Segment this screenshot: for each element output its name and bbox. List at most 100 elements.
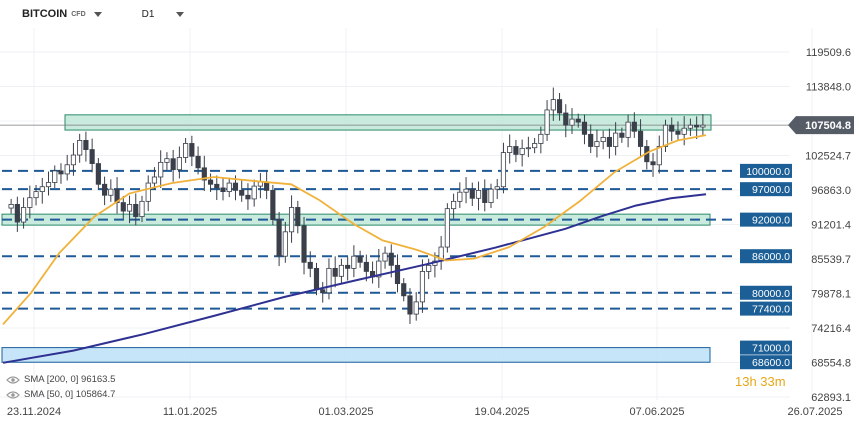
candle-body xyxy=(295,207,301,227)
candle-body xyxy=(401,283,407,297)
candle-body xyxy=(39,186,45,193)
candle-body xyxy=(45,182,52,188)
candle-body xyxy=(569,118,575,126)
sma50-line xyxy=(2,134,707,325)
candle-body xyxy=(345,264,351,269)
candle-body xyxy=(108,188,114,196)
candle-body xyxy=(519,147,525,155)
candle-body xyxy=(619,132,625,138)
candle-body xyxy=(451,200,457,210)
candle-body xyxy=(532,143,538,149)
candle-body xyxy=(8,203,14,209)
candle-body xyxy=(201,167,207,181)
candle-body xyxy=(413,301,419,315)
y-tick-label: 91201.4 xyxy=(811,219,851,231)
y-tick-label: 119509.6 xyxy=(806,47,851,59)
candle-body xyxy=(544,109,550,135)
candle-body xyxy=(525,147,531,150)
x-tick-label: 07.06.2025 xyxy=(629,406,684,418)
current-price-tag xyxy=(788,116,854,135)
candle-body xyxy=(376,260,382,278)
y-tick-label: 79878.1 xyxy=(811,288,851,300)
level-tag-label: 71000.0 xyxy=(752,343,790,355)
level-tag-label: 77400.0 xyxy=(752,304,790,316)
eye-icon[interactable] xyxy=(6,375,20,385)
candle-body xyxy=(388,252,394,266)
x-tick-label: 01.03.2025 xyxy=(318,406,373,418)
symbol-name[interactable]: BITCOIN xyxy=(22,8,68,20)
level-tag-label: 92000.0 xyxy=(752,215,790,227)
candle-body xyxy=(700,124,706,128)
candle-body xyxy=(363,261,369,272)
candle-body xyxy=(419,271,426,303)
current-price-label: 107504.8 xyxy=(805,120,851,132)
candle-body xyxy=(226,182,232,193)
legend-sma50-label: SMA [50, 0] 105864.7 xyxy=(24,389,116,400)
level-tag xyxy=(740,212,792,227)
candle-body xyxy=(550,99,556,111)
candle-body xyxy=(183,143,189,158)
timeframe-selector[interactable]: D1 xyxy=(141,8,155,20)
symbol-dropdown-icon[interactable] xyxy=(93,11,102,17)
y-tick-label: 74216.4 xyxy=(811,323,851,335)
x-tick-label: 19.04.2025 xyxy=(474,406,529,418)
candle-body xyxy=(313,267,320,291)
candle-body xyxy=(407,295,413,315)
y-tick-label: 62893.1 xyxy=(811,392,851,404)
candle-body xyxy=(351,255,357,269)
sma200-line xyxy=(2,193,707,364)
candle-body xyxy=(158,161,164,178)
legend-sma200[interactable]: SMA [200, 0] 96163.5 xyxy=(6,374,115,385)
candle-body xyxy=(581,121,588,135)
level-tag-label: 86000.0 xyxy=(752,251,790,263)
candle-body xyxy=(469,188,475,199)
candle-body xyxy=(650,161,656,166)
x-tick-label: 11.01.2025 xyxy=(163,406,217,418)
candle-body xyxy=(58,170,64,175)
y-tick-label: 85539.7 xyxy=(811,254,851,266)
candle-body xyxy=(426,264,432,272)
candle-body xyxy=(282,231,288,257)
chart-toolbar: BITCOIN CFD D1 xyxy=(0,0,300,28)
candle-body xyxy=(625,121,631,138)
candle-body xyxy=(694,124,700,128)
candle-body xyxy=(669,124,675,132)
level-tag-label: 97000.0 xyxy=(752,184,790,196)
candle-body xyxy=(151,176,158,184)
candle-body xyxy=(463,188,469,193)
candle-body xyxy=(382,252,388,262)
candle-body xyxy=(681,127,687,135)
candle-body xyxy=(27,197,33,208)
level-tag xyxy=(740,285,792,300)
candle-body xyxy=(600,136,606,143)
candle-body xyxy=(195,155,201,169)
timeframe-dropdown-icon[interactable] xyxy=(176,11,185,17)
candle-body xyxy=(83,140,89,150)
candle-body xyxy=(656,146,662,166)
candle-body xyxy=(64,164,70,175)
candle-body xyxy=(52,170,58,183)
candle-body xyxy=(488,188,494,203)
candle-body xyxy=(133,203,139,217)
y-tick-label: 96863.0 xyxy=(811,185,851,197)
candle-body xyxy=(288,207,295,233)
candle-body xyxy=(556,99,563,114)
demand-zone xyxy=(1,347,711,363)
candle-body xyxy=(538,133,544,144)
candle-body xyxy=(613,132,619,147)
level-tag xyxy=(740,249,792,264)
legend-sma50[interactable]: SMA [50, 0] 105864.7 xyxy=(6,389,115,400)
candle-body xyxy=(320,289,326,294)
eye-icon[interactable] xyxy=(6,390,20,400)
candle-body xyxy=(457,191,463,202)
candle-body xyxy=(513,146,519,155)
candle-body xyxy=(139,200,145,217)
candle-body xyxy=(120,202,126,212)
candle-body xyxy=(145,182,151,202)
level-tag-label: 68600.0 xyxy=(752,357,790,369)
candle-body xyxy=(176,157,182,171)
candle-body xyxy=(214,183,220,189)
level-tag xyxy=(740,301,792,316)
candle-body xyxy=(126,203,133,212)
